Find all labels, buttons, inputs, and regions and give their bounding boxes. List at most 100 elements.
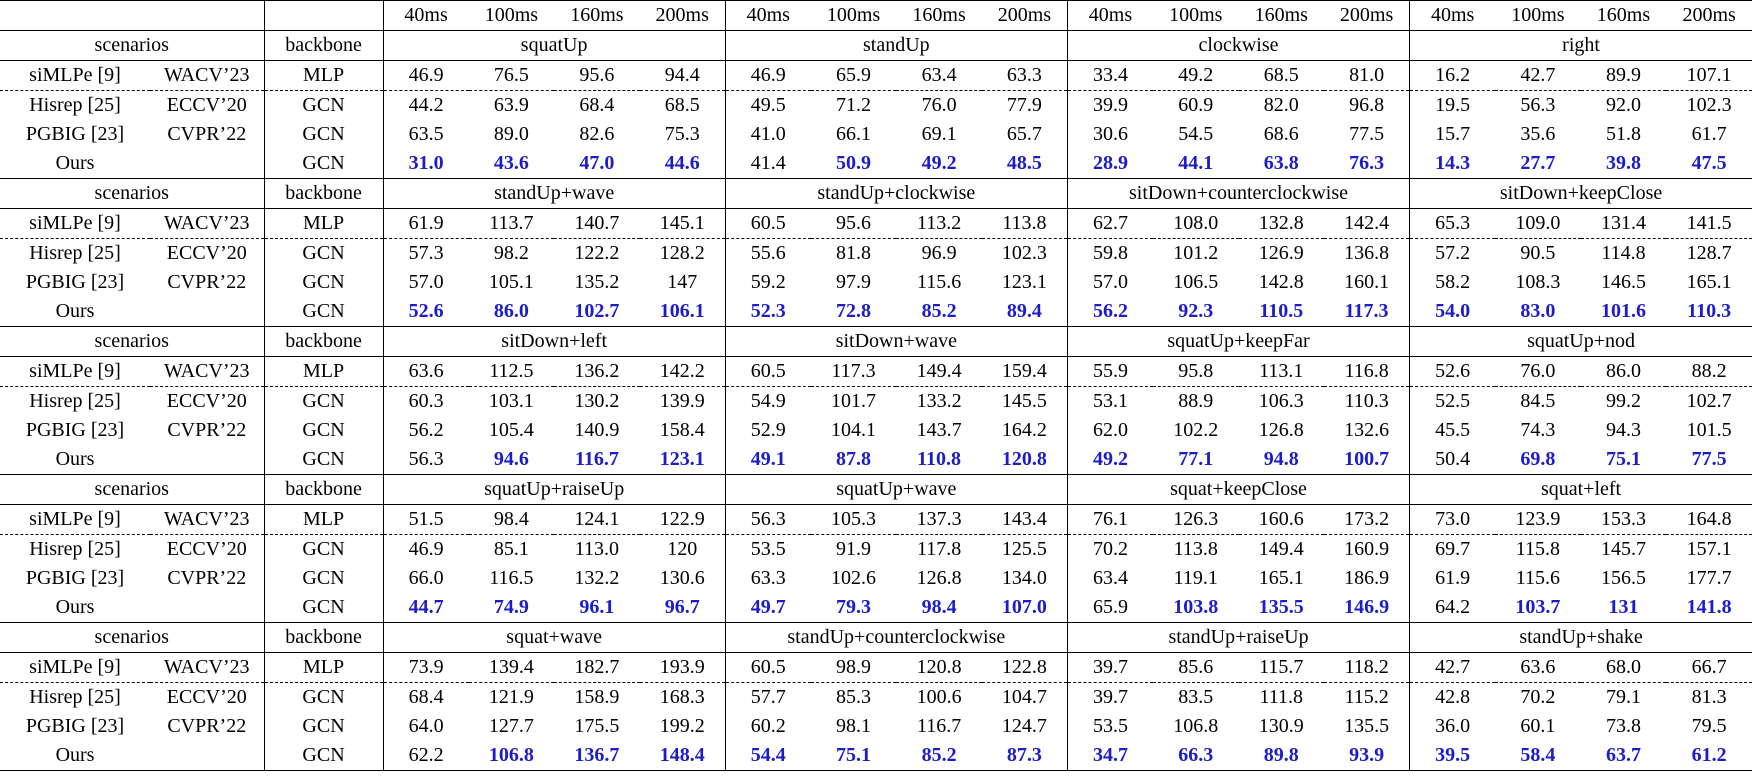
value-cell: 102.7 bbox=[1686, 390, 1732, 412]
value-cell: 148.4 bbox=[639, 741, 726, 771]
value-cell: 27.7 bbox=[1520, 152, 1556, 174]
horizon-header: 40ms bbox=[724, 0, 811, 31]
value-cell: 103.1 bbox=[488, 390, 534, 412]
method-name: Ours bbox=[55, 300, 95, 322]
value-cell: 120 bbox=[667, 538, 698, 560]
table-row: scenarios backbone sitDown+left sitDown+wav… bbox=[0, 326, 1752, 357]
backbone-label: backbone bbox=[263, 326, 384, 357]
value-cell: 142.2 bbox=[639, 356, 726, 387]
value-cell: 104.7 bbox=[1001, 686, 1047, 708]
value-cell: 98.9 bbox=[810, 652, 897, 683]
value-cell: 51.8 bbox=[1605, 123, 1641, 145]
scenario-name: standUp+clockwise bbox=[724, 178, 1068, 209]
value-cell: 175.5 bbox=[574, 715, 620, 737]
backbone-label: backbone bbox=[263, 30, 384, 61]
venue: WACV’23 bbox=[150, 652, 265, 683]
value-cell: 47.5 bbox=[1691, 152, 1727, 174]
value-cell: 130.6 bbox=[659, 567, 705, 589]
value-cell: 117.3 bbox=[1344, 300, 1389, 322]
value-cell: 164.2 bbox=[1001, 419, 1047, 441]
backbone: GCN bbox=[263, 741, 384, 771]
value-cell: 117.8 bbox=[916, 538, 962, 560]
value-cell: 132.8 bbox=[1238, 208, 1325, 239]
backbone-label: backbone bbox=[263, 622, 384, 653]
horizon-header: 160ms bbox=[1238, 0, 1325, 31]
value-cell: 73.0 bbox=[1409, 504, 1496, 535]
value-cell: 61.9 bbox=[382, 208, 469, 239]
value-cell: 60.1 bbox=[1520, 715, 1556, 737]
value-cell: 164.8 bbox=[1666, 504, 1752, 535]
value-cell: 115.7 bbox=[1238, 652, 1325, 683]
value-cell: 59.8 bbox=[1066, 238, 1153, 268]
scenarios-label: scenarios bbox=[0, 326, 265, 357]
value-cell: 94.6 bbox=[493, 448, 529, 470]
value-cell: 135.2 bbox=[574, 271, 620, 293]
method-name: Hisrep [25] bbox=[29, 242, 121, 264]
method-name: Ours bbox=[55, 596, 95, 618]
value-cell: 70.2 bbox=[1066, 534, 1153, 564]
backbone: MLP bbox=[263, 652, 384, 683]
horizon-header: 160ms bbox=[896, 0, 982, 31]
value-cell: 66.7 bbox=[1666, 652, 1752, 683]
table-row: siMLPe [9] WACV’23 MLP 61.9 113.7 140.7 145.1 6… bbox=[0, 208, 1752, 239]
venue bbox=[150, 593, 264, 623]
venue: ECCV’20 bbox=[166, 538, 247, 560]
value-cell: 105.1 bbox=[488, 271, 534, 293]
value-cell: 108.0 bbox=[1152, 208, 1239, 239]
value-cell: 76.0 bbox=[921, 94, 957, 116]
value-cell: 85.2 bbox=[896, 741, 982, 771]
value-cell: 83.0 bbox=[1520, 300, 1556, 322]
value-cell: 52.3 bbox=[724, 297, 811, 327]
method-name: Ours bbox=[55, 152, 95, 174]
value-cell: 49.2 bbox=[1152, 60, 1239, 91]
value-cell: 141.5 bbox=[1666, 208, 1752, 239]
value-cell: 131.4 bbox=[1580, 208, 1667, 239]
value-cell: 43.6 bbox=[493, 152, 529, 174]
value-cell: 112.5 bbox=[468, 356, 555, 387]
value-cell: 63.3 bbox=[981, 60, 1068, 91]
backbone: GCN bbox=[263, 297, 384, 327]
horizon-header: 100ms bbox=[810, 0, 897, 31]
value-cell: 68.4 bbox=[579, 94, 615, 116]
value-cell: 168.3 bbox=[659, 686, 705, 708]
value-cell: 102.3 bbox=[1686, 94, 1732, 116]
venue bbox=[150, 445, 264, 475]
backbone: MLP bbox=[263, 208, 384, 239]
value-cell: 153.3 bbox=[1580, 504, 1667, 535]
value-cell: 110.8 bbox=[917, 448, 962, 470]
value-cell: 63.8 bbox=[1263, 152, 1299, 174]
horizon-header: 100ms bbox=[468, 0, 555, 31]
table-row: scenarios backbone squatUp standUp clockwise… bbox=[0, 30, 1752, 61]
value-cell: 110.3 bbox=[1344, 390, 1389, 412]
value-cell: 107.1 bbox=[1666, 60, 1752, 91]
value-cell: 86.0 bbox=[493, 300, 529, 322]
value-cell: 116.5 bbox=[489, 567, 534, 589]
value-cell: 66.0 bbox=[382, 564, 469, 593]
method-name: siMLPe [9] bbox=[0, 652, 151, 683]
value-cell: 101.5 bbox=[1686, 419, 1732, 441]
value-cell: 108.3 bbox=[1515, 271, 1561, 293]
value-cell: 134.0 bbox=[1001, 567, 1047, 589]
value-cell: 65.3 bbox=[1409, 208, 1496, 239]
value-cell: 160.1 bbox=[1344, 271, 1390, 293]
value-cell: 135.5 bbox=[1258, 596, 1304, 618]
horizon-header: 200ms bbox=[981, 0, 1068, 31]
value-cell: 142.4 bbox=[1324, 208, 1410, 239]
horizon-header: 200ms bbox=[1666, 0, 1752, 31]
venue: ECCV’20 bbox=[166, 94, 247, 116]
value-cell: 103.7 bbox=[1515, 596, 1561, 618]
value-cell: 63.3 bbox=[724, 564, 811, 593]
value-cell: 160.6 bbox=[1238, 504, 1325, 535]
venue bbox=[150, 297, 264, 327]
backbone-label: backbone bbox=[263, 178, 384, 209]
value-cell: 79.3 bbox=[836, 596, 872, 618]
value-cell: 94.4 bbox=[639, 60, 726, 91]
value-cell: 63.7 bbox=[1580, 741, 1667, 771]
scenario-name: sitDown+wave bbox=[724, 326, 1068, 357]
value-cell: 110.5 bbox=[1259, 300, 1304, 322]
venue: WACV’23 bbox=[150, 208, 265, 239]
value-cell: 98.1 bbox=[836, 715, 872, 737]
value-cell: 41.4 bbox=[724, 149, 811, 179]
value-cell: 44.6 bbox=[664, 152, 700, 174]
